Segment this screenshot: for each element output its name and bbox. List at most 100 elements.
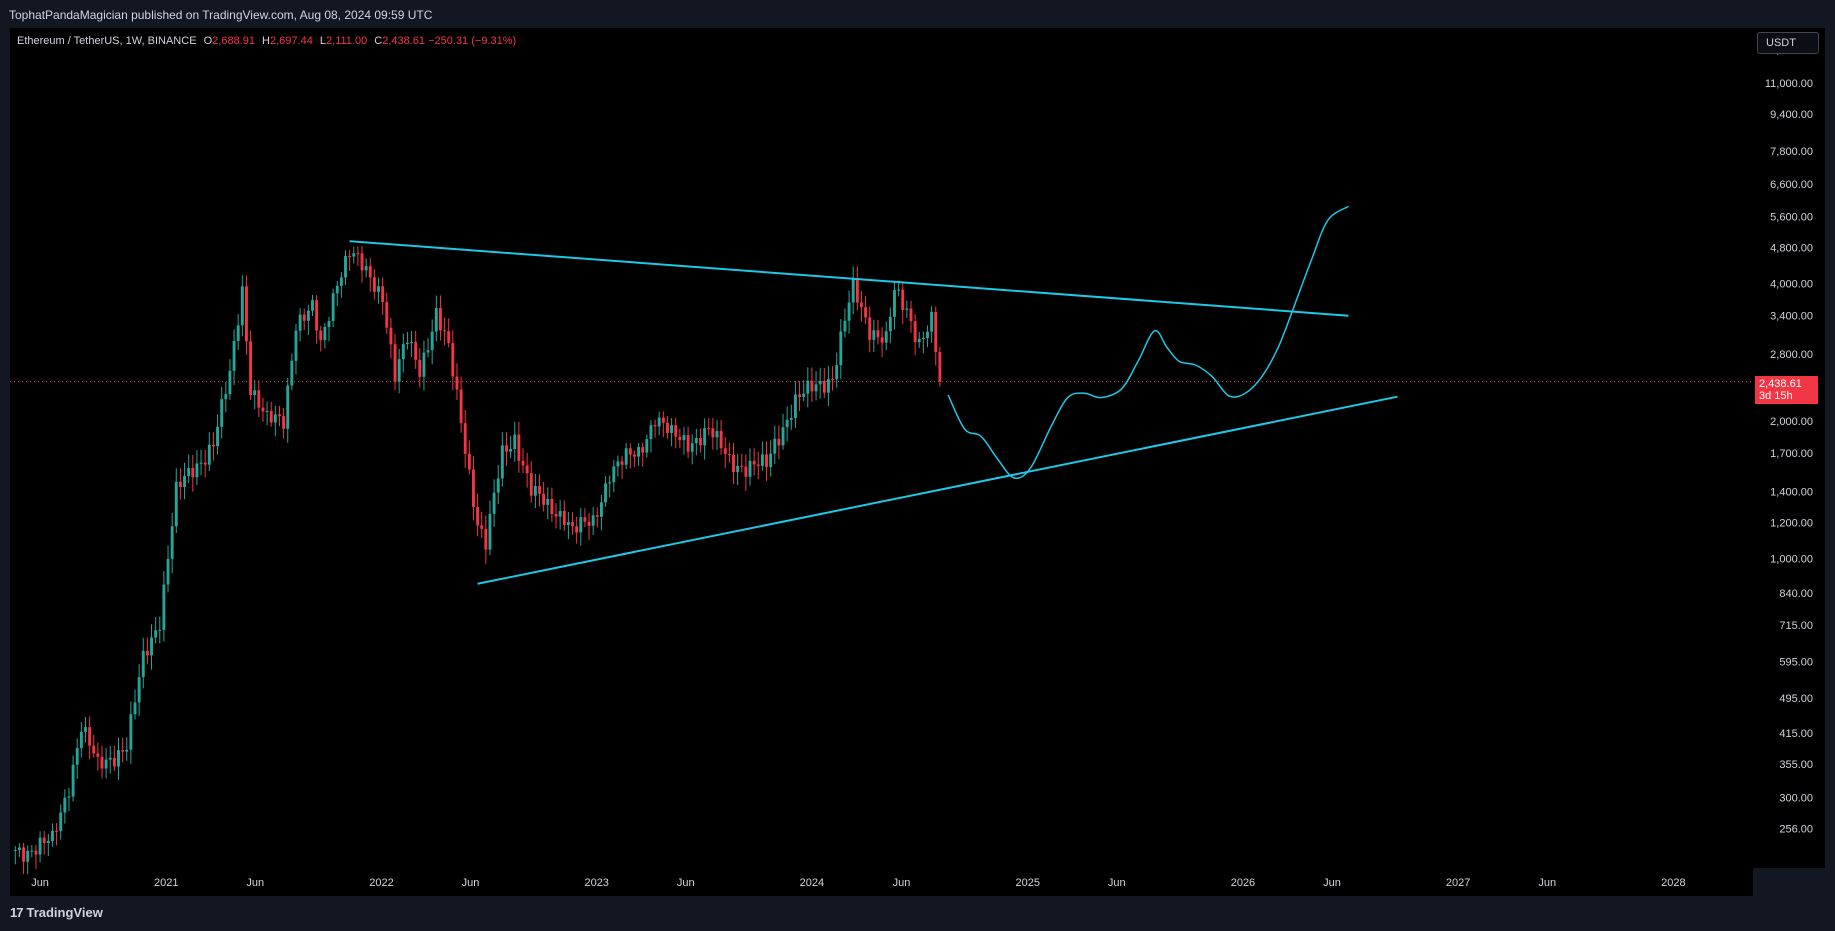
candle-body (75, 748, 79, 765)
candle-body (711, 428, 715, 438)
candle-body (26, 850, 30, 862)
y-tick-label: 1,000.00 (1770, 553, 1813, 565)
candle-body (876, 330, 880, 338)
candle-body (463, 423, 467, 454)
candle-body (727, 454, 731, 456)
candle-body (133, 702, 137, 715)
candle-body (769, 453, 773, 467)
y-tick-label: 1,400.00 (1770, 487, 1813, 499)
legend-symbol: Ethereum / TetherUS, 1W, BINANCE (17, 35, 197, 47)
candle-body (938, 352, 942, 382)
candle-body (178, 481, 182, 487)
candle-body (154, 630, 158, 638)
y-tick-label: 3,400.00 (1770, 311, 1813, 323)
y-tick-label: 7,800.00 (1770, 146, 1813, 158)
candle-body (645, 439, 649, 453)
y-tick-label: 4,000.00 (1770, 278, 1813, 290)
candle-body (752, 460, 756, 465)
candle-body (381, 286, 385, 303)
candle-body (249, 341, 253, 396)
candle-body (162, 584, 166, 630)
currency-button[interactable]: USDT (1757, 32, 1819, 54)
symbol-legend: Ethereum / TetherUS, 1W, BINANCE O2,688.… (17, 35, 516, 47)
candle-body (422, 352, 426, 377)
candle-body (765, 454, 768, 467)
candle-body (377, 286, 380, 292)
candle-body (434, 307, 438, 332)
candle-body (888, 316, 892, 332)
candle-body (240, 286, 244, 326)
candle-body (199, 462, 203, 464)
candle-body (17, 847, 21, 850)
candle-body (438, 307, 442, 331)
candle-body (649, 425, 653, 440)
candle-body (467, 453, 471, 470)
candle-body (777, 438, 781, 446)
tradingview-logo-text: TradingView (26, 905, 103, 920)
candle-body (430, 331, 434, 351)
plot-area (10, 28, 1753, 868)
candle-body (756, 464, 760, 466)
candle-body (839, 331, 843, 366)
candle-body (533, 486, 537, 496)
candle-body (699, 438, 702, 446)
candle-body (125, 749, 129, 752)
candle-body (624, 448, 628, 465)
candle-body (847, 302, 851, 321)
x-tick-label: 2028 (1661, 877, 1685, 889)
x-tick-label: 2025 (1015, 877, 1039, 889)
candle-body (323, 326, 327, 341)
candle-body (670, 425, 674, 433)
tradingview-logo[interactable]: 17 TradingView (10, 905, 103, 920)
legend-high: 2,697.44 (270, 35, 313, 47)
y-tick-label: 1,700.00 (1770, 448, 1813, 460)
candle-body (108, 757, 112, 760)
candle-body (492, 492, 496, 514)
candle-body (232, 340, 236, 371)
candle-body (121, 750, 125, 752)
candle-body (608, 482, 612, 484)
candle-body (327, 320, 331, 327)
candle-body (459, 389, 463, 424)
candle-body (509, 448, 513, 452)
candle-body (554, 514, 558, 517)
candle-body (211, 444, 215, 447)
candle-body (245, 286, 248, 342)
candle-body (104, 759, 108, 769)
candle-body (170, 526, 174, 559)
candle-body (818, 380, 822, 385)
x-tick-label: 2027 (1446, 877, 1470, 889)
legend-high-label: H (262, 35, 270, 47)
candle-body (472, 469, 475, 508)
candle-body (719, 430, 723, 449)
candle-body (405, 342, 409, 345)
candle-body (810, 380, 814, 392)
y-tick-label: 415.00 (1779, 728, 1813, 740)
published-bar: TophatPandaMagician published on Trading… (0, 0, 1835, 27)
y-tick-label: 6,600.00 (1770, 179, 1813, 191)
candle-body (59, 812, 63, 831)
tradingview-logo-icon: 17 (10, 905, 24, 920)
candle-body (835, 365, 839, 380)
candle-body (414, 342, 418, 360)
candle-body (566, 522, 570, 525)
candle-body (348, 256, 352, 258)
candle-body (294, 330, 298, 361)
candle-body (236, 325, 240, 341)
candle-body (864, 307, 868, 318)
candle-body (286, 385, 290, 429)
x-tick-label: Jun (462, 877, 480, 889)
candle-body (921, 338, 925, 340)
y-tick-label: 715.00 (1779, 620, 1813, 632)
candle-body (571, 522, 574, 527)
candle-body (855, 278, 859, 303)
candle-body (926, 331, 929, 339)
candle-body (843, 320, 847, 332)
candle-body (694, 438, 698, 444)
candle-body (141, 650, 145, 678)
candle-body (893, 290, 896, 317)
candle-body (352, 253, 356, 257)
candle-body (51, 830, 54, 841)
candle-body (612, 466, 616, 483)
